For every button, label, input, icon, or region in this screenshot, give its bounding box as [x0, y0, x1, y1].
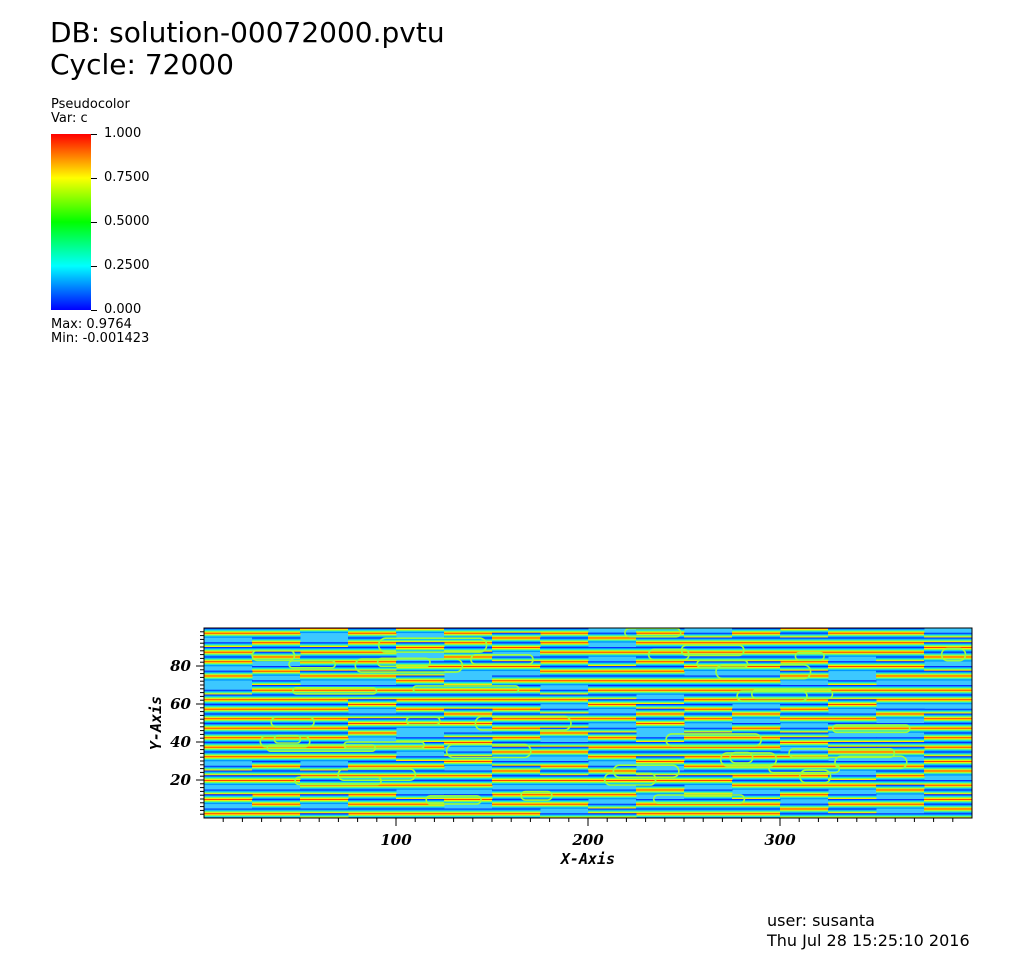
colorbar-label: 1.000 — [104, 126, 142, 141]
colorbar-label: 0.000 — [104, 302, 142, 317]
colorbar-tick — [91, 266, 97, 267]
colorbar-tick — [91, 222, 97, 223]
user-label: user: susanta — [767, 911, 875, 930]
colorbar-label: 0.2500 — [104, 258, 150, 273]
legend-var: Var: c — [51, 111, 88, 126]
y-tick-label: 60 — [170, 695, 191, 713]
colorbar-label: 0.7500 — [104, 170, 150, 185]
colorbar-tick — [91, 134, 97, 135]
colorbar-label: 0.5000 — [104, 214, 150, 229]
y-tick-label: 40 — [170, 733, 191, 751]
x-tick-label: 300 — [764, 831, 796, 849]
legend-min: Min: -0.001423 — [51, 331, 150, 346]
colorbar — [51, 134, 91, 310]
heatmap-field — [204, 628, 972, 818]
cycle-title: Cycle: 72000 — [50, 48, 234, 81]
legend-title: Pseudocolor — [51, 97, 130, 112]
colorbar-tick — [91, 310, 97, 311]
x-axis-title: X-Axis — [559, 850, 615, 868]
x-tick-label: 100 — [380, 831, 412, 849]
legend-max: Max: 0.9764 — [51, 317, 132, 332]
y-tick-label: 80 — [170, 657, 191, 675]
date-label: Thu Jul 28 15:25:10 2016 — [767, 931, 970, 950]
y-axis-title: Y-Axis — [147, 696, 165, 750]
y-tick-label: 20 — [169, 771, 191, 789]
x-tick-label: 200 — [571, 831, 604, 849]
colorbar-tick — [91, 178, 97, 179]
axis-ticks — [196, 631, 954, 826]
db-title: DB: solution-00072000.pvtu — [50, 16, 445, 49]
